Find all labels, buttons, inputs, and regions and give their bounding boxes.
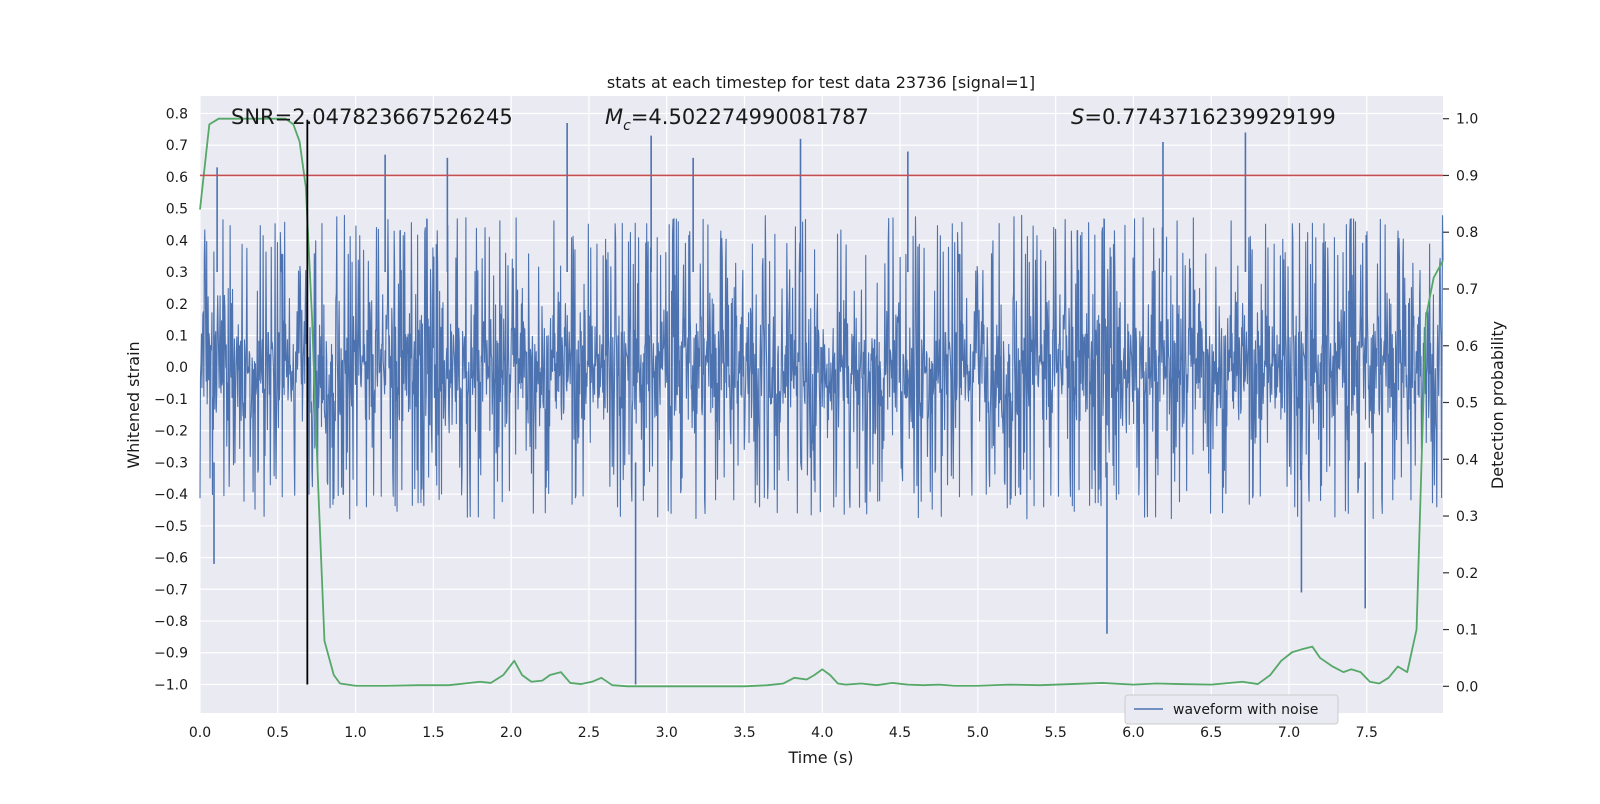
x-tick-label: 1.0 [344, 725, 366, 741]
y-tick-label: 0.6 [166, 170, 188, 186]
y-tick-label: −0.3 [154, 455, 188, 471]
y-tick-label-right: 0.6 [1456, 339, 1478, 355]
x-tick-label: 4.0 [811, 725, 833, 741]
chirp-mass-symbol: M [605, 105, 623, 129]
y-tick-label: −0.5 [154, 519, 188, 535]
y-axis-label: Whitened strain [124, 341, 143, 468]
noise-series [199, 122, 1444, 685]
y-tick-label: −0.6 [154, 551, 188, 567]
x-tick-label: 7.5 [1356, 725, 1378, 741]
chart-title: stats at each timestep for test data 237… [607, 73, 1035, 92]
s-value: =0.7743716239929199 [1084, 105, 1335, 129]
overlays [200, 119, 1443, 685]
y-tick-label: −1.0 [154, 677, 188, 693]
y-tick-label-right: 0.1 [1456, 623, 1478, 639]
chirp-mass-value: =4.502274990081787 [631, 105, 869, 129]
y-axis-label-right: Detection probability [1488, 321, 1507, 489]
y-tick-label-right: 0.7 [1456, 282, 1478, 298]
x-ticks: 0.0 0.5 1.0 1.5 2.0 2.5 3.0 3.5 4.0 4.5 5.0 5.5 6.0 6… [189, 725, 1378, 741]
legend: waveform with noise [1124, 694, 1339, 725]
y-tick-label: 0.8 [166, 106, 188, 122]
y-tick-label-right: 0.9 [1456, 168, 1478, 184]
snr-annotation: SNR=2.047823667526245 [231, 105, 513, 129]
x-tick-label: 3.0 [656, 725, 678, 741]
y-tick-label: −0.7 [154, 582, 188, 598]
y-tick-label-right: 0.4 [1456, 452, 1478, 468]
probability-series [199, 117, 1444, 688]
x-tick-label: 2.5 [578, 725, 600, 741]
x-tick-label: 1.5 [422, 725, 444, 741]
x-tick-label: 0.5 [267, 725, 289, 741]
y-tick-label: 0.1 [166, 329, 188, 345]
x-tick-label: 6.5 [1200, 725, 1222, 741]
x-tick-label: 4.5 [889, 725, 911, 741]
y-tick-label-right: 0.5 [1456, 396, 1478, 412]
x-tick-label: 5.5 [1044, 725, 1066, 741]
y-ticks-left: 0.8 0.7 0.6 0.5 0.4 0.3 0.2 0.1 0.0 −0.1 −0.2 −0.3 −… [154, 106, 188, 693]
y-tick-label: 0.5 [166, 202, 188, 218]
y-ticks-right: 1.0 0.9 0.8 0.7 0.6 0.5 0.4 0.3 0.2 0.1 0.0 [1443, 112, 1478, 695]
x-tick-label: 7.0 [1278, 725, 1300, 741]
y-tick-label-right: 0.8 [1456, 225, 1478, 241]
waveform-line [199, 214, 1444, 520]
y-tick-label-right: 0.0 [1456, 679, 1478, 695]
chirp-mass-subscript: c [623, 118, 631, 134]
y-tick-label: −0.1 [154, 392, 188, 408]
x-tick-label: 2.0 [500, 725, 522, 741]
y-tick-label: 0.7 [166, 138, 188, 154]
y-tick-label: 0.3 [166, 265, 188, 281]
x-tick-label: 6.0 [1122, 725, 1144, 741]
detection-probability-line [199, 117, 1444, 688]
y-tick-label-right: 1.0 [1456, 112, 1478, 128]
x-axis-label: Time (s) [787, 748, 853, 767]
chirp-mass-annotation: Mc=4.502274990081787 [605, 105, 869, 134]
x-tick-label: 0.0 [189, 725, 211, 741]
s-symbol: S [1071, 105, 1084, 129]
x-tick-label: 5.0 [967, 725, 989, 741]
y-tick-label: −0.8 [154, 614, 188, 630]
y-tick-label-right: 0.3 [1456, 509, 1478, 525]
legend-box [1124, 694, 1339, 725]
y-tick-label: 0.4 [166, 233, 188, 249]
legend-label: waveform with noise [1173, 702, 1318, 718]
s-annotation: S=0.7743716239929199 [1071, 105, 1336, 129]
y-tick-label: 0.2 [166, 297, 188, 313]
y-tick-label: 0.0 [166, 360, 188, 376]
y-tick-label: −0.4 [154, 487, 188, 503]
plot-background [200, 96, 1443, 713]
y-tick-label: −0.9 [154, 646, 188, 662]
x-tick-label: 3.5 [733, 725, 755, 741]
y-tick-label: −0.2 [154, 424, 188, 440]
y-tick-label-right: 0.2 [1456, 566, 1478, 582]
